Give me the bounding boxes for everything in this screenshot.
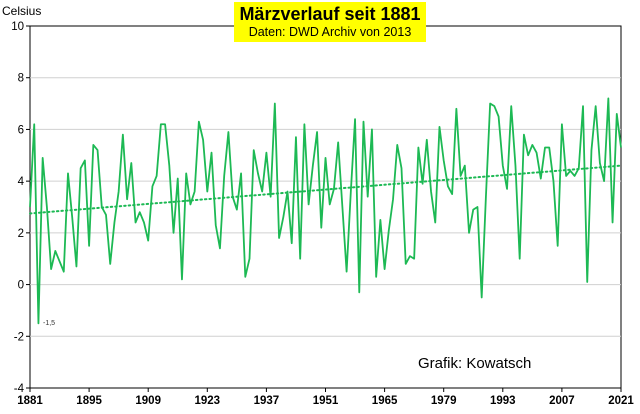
x-tick-label-8: 1993 bbox=[490, 395, 516, 407]
chart-title-box: Märzverlauf seit 1881 Daten: DWD Archiv … bbox=[234, 2, 426, 42]
x-tick-label-4: 1937 bbox=[254, 395, 280, 407]
y-tick-label-7: 10 bbox=[11, 21, 24, 33]
y-tick-label-0: -4 bbox=[14, 383, 25, 395]
y-tick-label-1: -2 bbox=[14, 331, 24, 343]
chart-subtitle: Daten: DWD Archiv von 2013 bbox=[248, 25, 412, 39]
y-tick-label-6: 8 bbox=[18, 73, 24, 85]
series-layer bbox=[29, 97, 622, 325]
plot-area bbox=[29, 25, 622, 389]
x-axis-ticks: 1881 1895 1909 1923 1937 1951 1965 1979 1993 2007… bbox=[17, 388, 634, 407]
chart-title: Märzverlauf seit 1881 bbox=[239, 4, 421, 24]
x-tick-label-3: 1923 bbox=[195, 395, 221, 407]
y-tick-label-2: 0 bbox=[18, 280, 24, 292]
series-line-0 bbox=[29, 97, 622, 325]
y-tick-label-4: 4 bbox=[18, 176, 25, 188]
x-tick-label-5: 1951 bbox=[313, 395, 339, 407]
x-tick-label-1: 1895 bbox=[76, 395, 102, 407]
x-tick-label-0: 1881 bbox=[17, 395, 43, 407]
x-tick-label-10: 2021 bbox=[608, 395, 634, 407]
y-axis-unit-label: Celsius bbox=[2, 4, 42, 18]
x-tick-label-7: 1979 bbox=[431, 395, 457, 407]
min-value-annotation: -1,5 bbox=[43, 320, 56, 327]
y-tick-label-5: 6 bbox=[18, 124, 24, 136]
y-tick-label-3: 2 bbox=[18, 228, 24, 240]
x-tick-label-9: 2007 bbox=[549, 395, 575, 407]
x-tick-label-6: 1965 bbox=[372, 395, 398, 407]
x-tick-label-2: 1909 bbox=[135, 395, 161, 407]
y-axis-ticks: -4 -2 0 2 4 6 8 10 bbox=[11, 21, 30, 395]
chart-credit: Grafik: Kowatsch bbox=[418, 355, 532, 372]
